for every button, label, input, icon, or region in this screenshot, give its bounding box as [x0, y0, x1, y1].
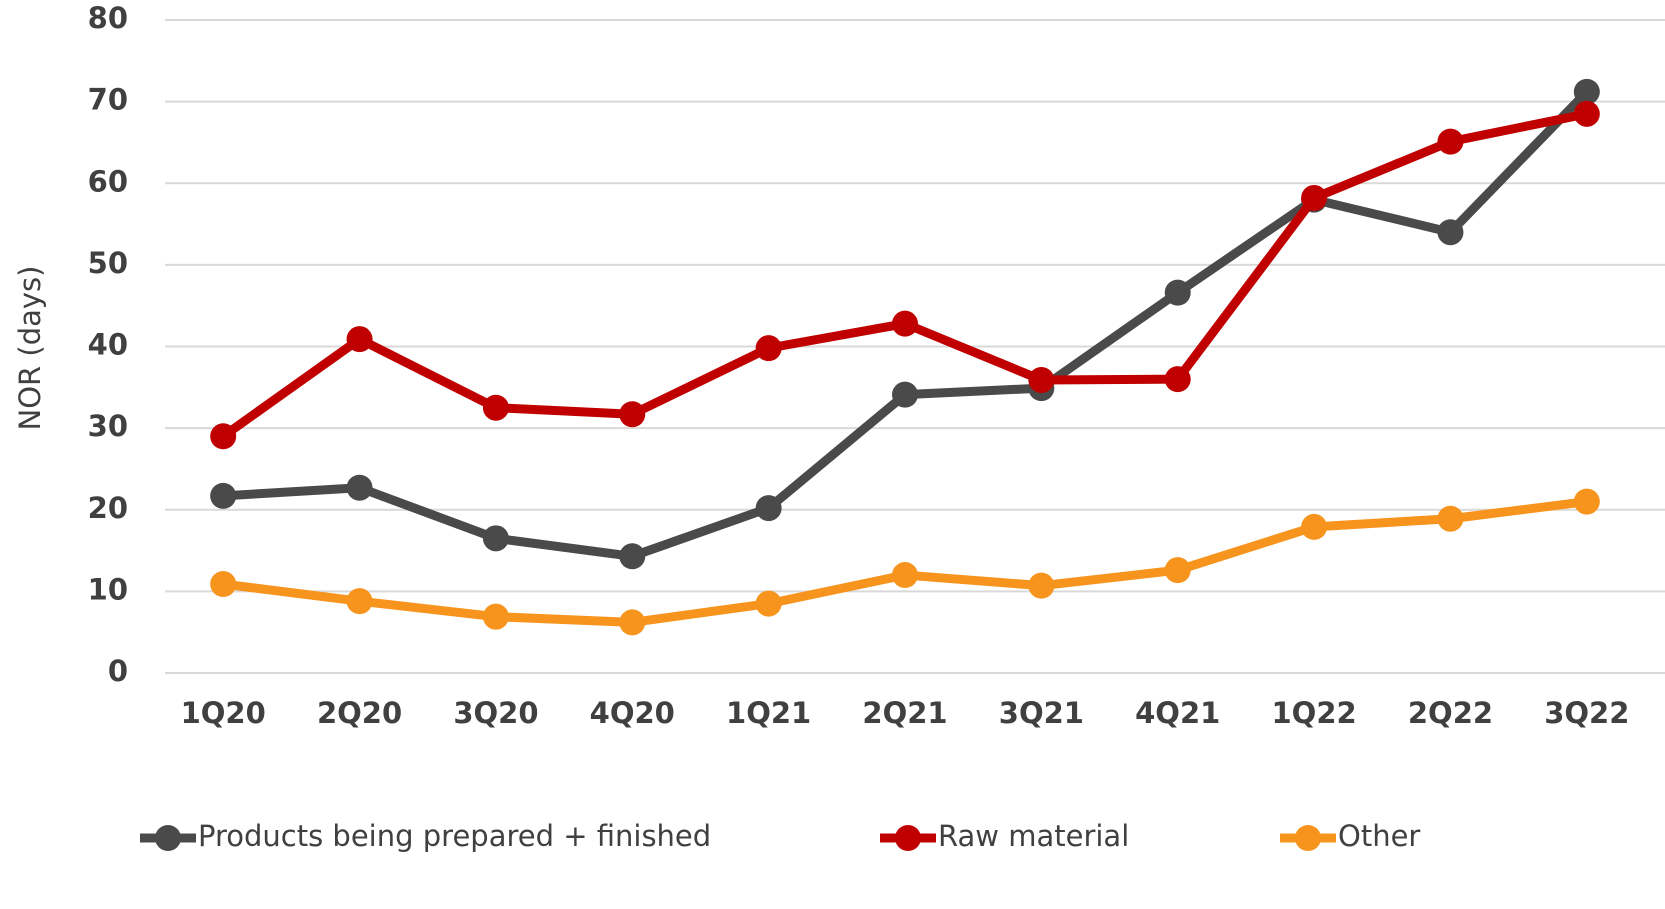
point	[1573, 78, 1600, 105]
y-tick-label: 40	[88, 328, 128, 362]
x-tick-label: 3Q20	[453, 696, 538, 730]
point	[1164, 557, 1191, 584]
point	[755, 335, 782, 362]
y-tick-label: 60	[88, 164, 128, 198]
point	[346, 474, 373, 501]
point	[619, 543, 646, 570]
point	[755, 590, 782, 617]
y-tick-label: 80	[88, 1, 128, 35]
point	[619, 401, 646, 428]
point	[346, 588, 373, 615]
series-line	[222, 497, 1588, 627]
point	[210, 423, 237, 450]
point	[210, 482, 237, 509]
y-tick-label: 0	[108, 654, 128, 688]
point	[1028, 572, 1055, 599]
y-tick-label: 50	[88, 246, 128, 280]
point	[755, 495, 782, 522]
x-tick-label: 2Q20	[317, 696, 402, 730]
y-tick-label: 30	[88, 409, 128, 443]
point	[619, 609, 646, 636]
y-axis-label: NOR (days)	[13, 266, 47, 431]
x-tick-label: 2Q22	[1408, 696, 1493, 730]
point	[1437, 505, 1464, 532]
point	[210, 571, 237, 598]
point	[892, 310, 918, 337]
point	[482, 603, 509, 630]
point	[1164, 279, 1191, 306]
point	[1437, 219, 1464, 246]
point	[482, 394, 509, 421]
y-tick-label: 70	[88, 83, 128, 117]
x-tick-label: 4Q20	[590, 696, 675, 730]
point	[1301, 184, 1328, 211]
x-tick-label: 3Q22	[1544, 696, 1629, 730]
legend-marker	[895, 825, 921, 851]
point	[1301, 513, 1328, 540]
legend-label: Other	[1338, 819, 1420, 853]
x-tick-label: 3Q21	[999, 696, 1084, 730]
point	[1164, 366, 1191, 393]
point	[892, 562, 918, 589]
x-tick-label: 1Q20	[181, 696, 266, 730]
y-tick-label: 20	[88, 491, 128, 525]
point	[482, 525, 509, 552]
point	[1573, 488, 1600, 515]
point	[1028, 366, 1055, 393]
x-tick-label: 4Q21	[1135, 696, 1220, 730]
x-tick-label: 1Q21	[726, 696, 811, 730]
legend-label: Products being prepared + finished	[198, 819, 711, 853]
point	[346, 326, 373, 353]
legend-marker	[1295, 825, 1321, 851]
point	[1437, 128, 1464, 155]
point	[1573, 100, 1600, 127]
x-tick-label: 2Q21	[862, 696, 947, 730]
point	[892, 381, 918, 408]
legend-label: Raw material	[938, 819, 1129, 853]
x-tick-label: 1Q22	[1271, 696, 1356, 730]
y-tick-label: 10	[88, 572, 128, 606]
legend-marker	[155, 825, 181, 851]
